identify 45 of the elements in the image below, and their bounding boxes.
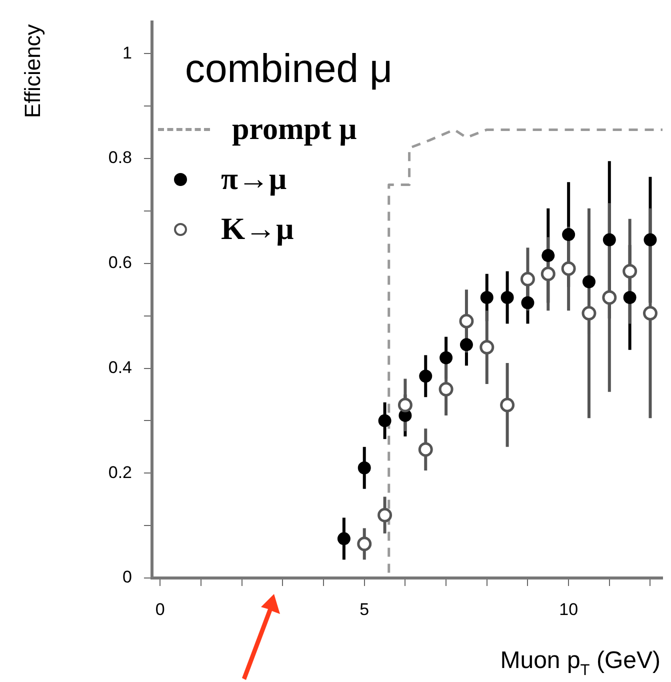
point xyxy=(480,290,494,304)
y-tick-label: 0.4 xyxy=(108,358,132,377)
point xyxy=(337,532,350,546)
point xyxy=(561,261,576,276)
point xyxy=(378,414,392,428)
point xyxy=(358,461,371,474)
point xyxy=(500,290,514,304)
point xyxy=(418,442,433,457)
point xyxy=(500,398,515,412)
point xyxy=(460,338,473,352)
point xyxy=(623,290,636,304)
point xyxy=(357,536,372,552)
point xyxy=(459,314,474,328)
point xyxy=(562,228,576,242)
point xyxy=(582,306,596,320)
point xyxy=(480,340,494,355)
y-tick-label: 0.8 xyxy=(108,148,132,168)
point xyxy=(542,249,555,262)
y-tick-label: 1 xyxy=(122,43,132,62)
point xyxy=(540,266,556,282)
y-tick-label: 0.6 xyxy=(108,253,132,272)
point xyxy=(622,264,638,279)
point xyxy=(378,508,392,522)
point xyxy=(520,272,535,286)
legend-label: prompt μ xyxy=(232,111,357,148)
y-tick-label: 0.2 xyxy=(108,462,132,482)
point xyxy=(440,351,453,364)
annotation: combined μ xyxy=(185,47,393,92)
y-axis-title: Efficiency xyxy=(20,24,45,118)
legend-label: π→μ xyxy=(221,161,287,198)
line-series xyxy=(388,128,662,574)
point xyxy=(643,306,658,320)
legend-label: K→μ xyxy=(221,211,294,248)
point xyxy=(582,275,596,288)
point xyxy=(602,233,616,246)
point xyxy=(521,296,534,310)
x-tick-label: 0 xyxy=(155,600,165,619)
point xyxy=(644,233,657,246)
x-tick-label: 5 xyxy=(360,600,370,619)
point xyxy=(438,382,454,396)
x-tick-label: 10 xyxy=(559,600,578,619)
point xyxy=(602,290,617,305)
point xyxy=(398,398,412,412)
y-tick-label: 0 xyxy=(122,568,132,587)
point xyxy=(419,370,432,383)
